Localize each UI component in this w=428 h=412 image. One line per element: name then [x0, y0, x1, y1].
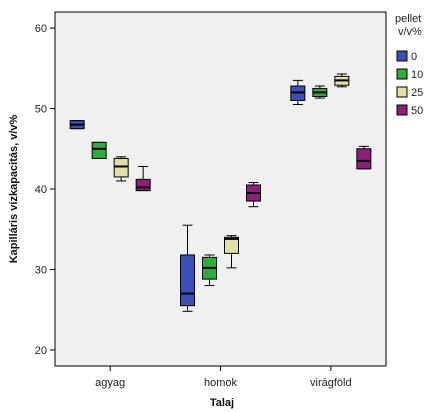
box-50-agyag [135, 165, 151, 192]
legend-title-line-1: pellet [395, 13, 421, 25]
x-axis-title: Talaj [210, 397, 234, 409]
legend-swatch-25 [396, 86, 408, 98]
x-tick-label: agyag [95, 377, 125, 389]
x-axis: agyag homok virágföld [95, 366, 352, 389]
x-tick-label: virágföld [310, 377, 352, 389]
legend-label-25: 25 [411, 87, 423, 99]
box-0-virágföld [290, 79, 306, 106]
legend-swatch-10 [396, 68, 408, 80]
y-tick-label: 20 [35, 345, 47, 357]
y-tick-label: 30 [35, 264, 47, 276]
legend: pellet v/v% 0 10 25 50 [395, 13, 423, 117]
y-tick-label: 60 [35, 23, 47, 35]
box-0-agyag [69, 120, 85, 130]
legend-swatch-50 [396, 104, 408, 116]
box-50-virágföld [356, 145, 372, 170]
box-iqr [113, 157, 129, 178]
legend-label-50: 50 [411, 105, 423, 117]
box-iqr [91, 141, 107, 159]
y-tick-label: 40 [35, 184, 47, 196]
box-10-agyag [91, 141, 107, 159]
y-axis: 20 30 40 50 60 [35, 23, 55, 357]
legend-title-line-2: v/v% [398, 26, 422, 38]
box-25-homok [224, 235, 239, 269]
box-iqr [224, 236, 239, 254]
legend-swatch-0 [396, 50, 408, 62]
legend-label-0: 0 [411, 51, 417, 63]
box-iqr [180, 254, 195, 307]
x-tick-label: homok [204, 377, 238, 389]
legend-label-10: 10 [411, 69, 423, 81]
y-axis-title: Kapilláris vízkapacitás, v/v% [8, 114, 20, 263]
box-10-homok [202, 254, 217, 287]
box-0-homok [180, 224, 195, 312]
box-25-virágföld [334, 73, 350, 88]
y-tick-label: 50 [35, 104, 47, 116]
box-iqr [135, 178, 151, 192]
box-iqr [356, 148, 372, 170]
box-series [69, 73, 372, 312]
box-50-homok [246, 182, 261, 208]
box-10-virágföld [312, 85, 328, 99]
plot-area [54, 11, 387, 367]
box-25-agyag [113, 156, 129, 182]
